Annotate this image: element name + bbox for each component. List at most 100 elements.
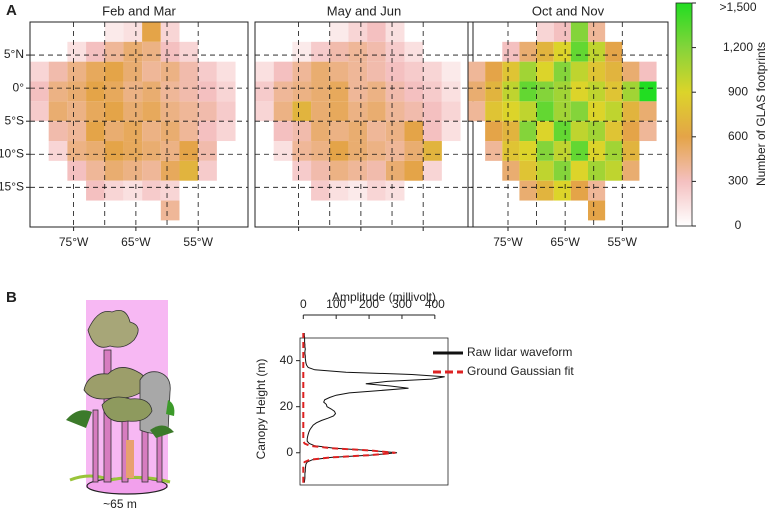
heat-cell <box>605 160 623 181</box>
heat-cell <box>292 141 312 161</box>
heat-cell <box>160 141 180 161</box>
heat-cell <box>553 61 571 82</box>
legend-label: Raw lidar waveform <box>467 345 572 359</box>
heat-cell <box>385 160 405 181</box>
plot-frame <box>254 21 474 228</box>
heat-cell <box>104 180 124 201</box>
heat-cell <box>86 81 105 102</box>
heat-cell <box>255 101 274 122</box>
x-tick-label: 0 <box>300 297 307 311</box>
heat-cell <box>385 121 405 142</box>
heat-cell <box>605 81 623 102</box>
scale-label: ~65 m <box>103 497 137 511</box>
heat-cell <box>502 41 520 62</box>
heat-cell <box>179 160 199 181</box>
heat-cell <box>86 101 105 122</box>
heat-cell <box>441 121 461 142</box>
heat-cell <box>423 81 442 102</box>
colorbar-tick-label: 600 <box>728 129 748 143</box>
heat-cell <box>502 101 520 122</box>
heat-cell <box>423 141 442 161</box>
heat-cell <box>329 61 349 82</box>
heat-cell <box>404 41 424 62</box>
heat-cell <box>622 61 640 82</box>
heat-cell <box>423 121 442 142</box>
y-tick-label: 5°S <box>5 113 24 127</box>
heat-cell <box>348 121 368 142</box>
heat-cell <box>385 81 405 102</box>
heat-cell <box>67 160 87 181</box>
heat-cell <box>348 141 368 161</box>
heat-cell <box>179 101 199 122</box>
heat-cell <box>67 141 87 161</box>
heat-cell <box>570 41 588 62</box>
heat-cell <box>605 141 623 161</box>
y-tick-label: 10°S <box>0 146 24 160</box>
heat-cell <box>367 81 386 102</box>
heat-cell <box>348 22 368 42</box>
heat-cell <box>588 81 606 102</box>
heat-cell <box>502 81 520 102</box>
heat-cell <box>468 61 486 82</box>
heat-cell <box>198 101 217 122</box>
heat-cell <box>553 22 571 42</box>
colorbar <box>675 2 693 227</box>
heat-cell <box>216 61 236 82</box>
heat-cell <box>468 101 486 122</box>
heat-cell <box>123 81 143 102</box>
heat-cell <box>104 22 124 42</box>
heat-cell <box>216 81 236 102</box>
heat-cell <box>273 141 293 161</box>
y-tick-label: 40 <box>280 353 294 367</box>
heat-cell <box>255 81 274 102</box>
heat-cell <box>588 41 606 62</box>
y-tick-label: 0° <box>13 80 25 94</box>
heat-cell <box>348 81 368 102</box>
heat-cell <box>367 22 386 42</box>
forest-illustration <box>66 300 175 495</box>
plot-frame <box>29 21 249 228</box>
heat-cell <box>536 160 554 181</box>
heat-cell <box>385 180 405 201</box>
heat-cell <box>311 101 330 122</box>
panel-label: A <box>6 2 17 19</box>
heat-cell <box>329 160 349 181</box>
heat-cell <box>198 160 217 181</box>
heat-cell <box>485 121 503 142</box>
heat-cell <box>570 180 588 201</box>
heat-cell <box>67 41 87 62</box>
panel-label: B <box>6 289 17 306</box>
colorbar-tick-label: 0 <box>735 218 742 232</box>
x-tick-label: 75°W <box>59 235 89 249</box>
heat-cell <box>639 61 657 82</box>
heat-cell <box>404 160 424 181</box>
x-tick-label: 55°W <box>608 235 638 249</box>
heat-cell <box>423 61 442 82</box>
heat-cell <box>536 141 554 161</box>
heat-cell <box>273 81 293 102</box>
heat-cell <box>142 121 161 142</box>
heat-cell <box>311 160 330 181</box>
heat-cell <box>255 61 274 82</box>
heat-cell <box>329 121 349 142</box>
heat-cell <box>348 101 368 122</box>
heat-cell <box>588 141 606 161</box>
heat-cell <box>48 81 68 102</box>
heat-cell <box>553 160 571 181</box>
heat-cell <box>348 180 368 201</box>
heat-cell <box>179 41 199 62</box>
heat-cell <box>292 160 312 181</box>
heat-cell <box>142 61 161 82</box>
heat-cell <box>48 101 68 122</box>
heat-cell <box>123 141 143 161</box>
heat-cell <box>622 81 640 102</box>
colorbar-tick-label: 1,200 <box>723 40 753 54</box>
heat-cell <box>622 121 640 142</box>
panel-title: Oct and Nov <box>532 3 605 18</box>
heat-cell <box>404 81 424 102</box>
heat-cell <box>502 141 520 161</box>
heat-cell <box>67 101 87 122</box>
y-tick-label: 20 <box>280 399 294 413</box>
heat-cell <box>160 22 180 42</box>
